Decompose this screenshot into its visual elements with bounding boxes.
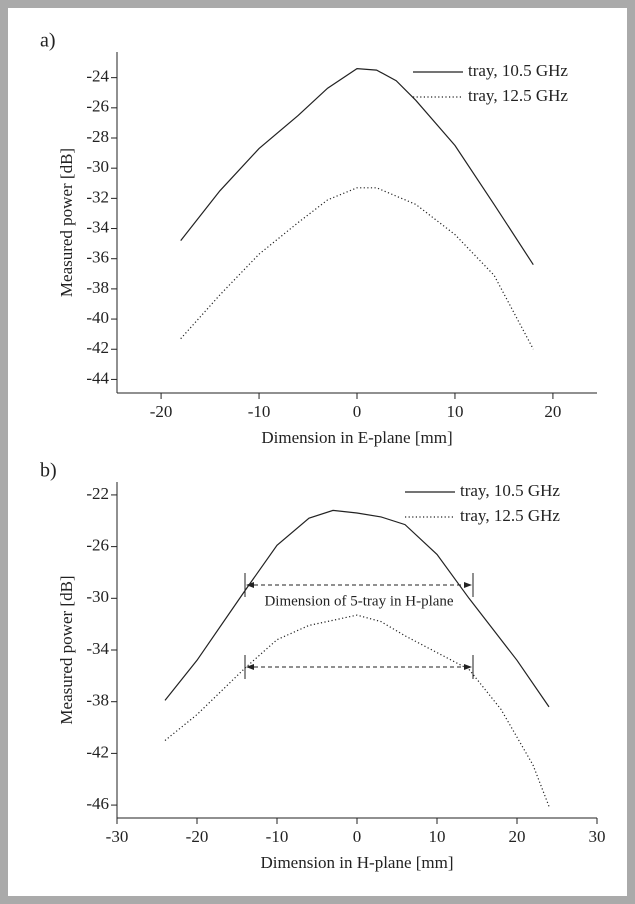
y-tick-label: -42 <box>86 742 109 761</box>
panel-label: a) <box>40 30 56 52</box>
x-tick-label: 0 <box>353 402 362 421</box>
y-tick-label: -44 <box>86 368 109 387</box>
y-tick-label: -34 <box>86 639 109 658</box>
y-tick-label: -34 <box>86 217 109 236</box>
series-line <box>180 67 534 266</box>
x-tick-label: -10 <box>266 827 289 846</box>
y-tick-label: -30 <box>86 157 109 176</box>
y-tick-label: -28 <box>86 127 109 146</box>
series-line <box>180 187 534 350</box>
legend-label: tray, 12.5 GHz <box>460 506 560 525</box>
x-axis-title: Dimension in H-plane [mm] <box>260 853 453 872</box>
y-tick-label: -36 <box>86 248 109 267</box>
x-tick-label: -20 <box>150 402 173 421</box>
x-tick-label: 10 <box>429 827 446 846</box>
y-tick-label: -42 <box>86 338 109 357</box>
legend-label: tray, 12.5 GHz <box>468 86 568 105</box>
y-tick-label: -38 <box>86 691 109 710</box>
legend-label: tray, 10.5 GHz <box>460 481 560 500</box>
y-tick-label: -24 <box>86 67 109 86</box>
x-tick-label: 20 <box>544 402 561 421</box>
x-tick-label: 20 <box>509 827 526 846</box>
y-tick-label: -26 <box>86 536 109 555</box>
x-tick-label: 30 <box>589 827 606 846</box>
panel-label: b) <box>40 460 57 482</box>
y-tick-label: -46 <box>86 794 109 813</box>
x-tick-label: -30 <box>106 827 129 846</box>
y-tick-label: -40 <box>86 308 109 327</box>
y-tick-label: -32 <box>86 187 109 206</box>
y-axis-title: Measured power [dB] <box>57 148 76 297</box>
x-tick-label: 10 <box>446 402 463 421</box>
y-tick-label: -38 <box>86 278 109 297</box>
x-tick-label: 0 <box>353 827 362 846</box>
x-tick-label: -10 <box>248 402 271 421</box>
legend-label: tray, 10.5 GHz <box>468 61 568 80</box>
y-tick-label: -26 <box>86 97 109 116</box>
y-axis-title: Measured power [dB] <box>57 575 76 724</box>
y-tick-label: -30 <box>86 587 109 606</box>
x-tick-label: -20 <box>186 827 209 846</box>
y-tick-label: -22 <box>86 484 109 503</box>
annotation: Dimension of 5-tray in H-plane <box>264 593 453 609</box>
x-axis-title: Dimension in E-plane [mm] <box>261 428 452 447</box>
